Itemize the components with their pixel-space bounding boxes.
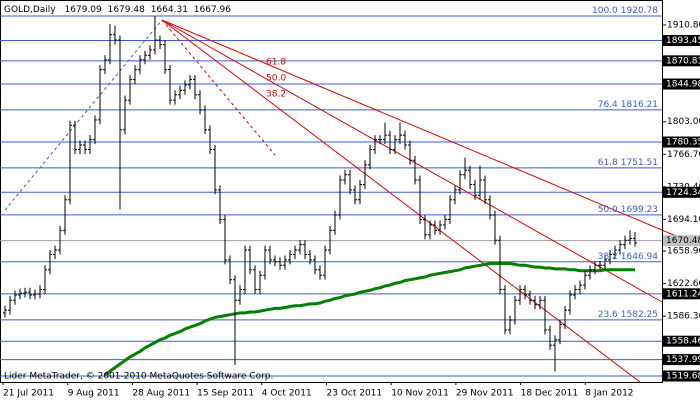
trend-line [161, 19, 700, 247]
x-tick-label: 9 Aug 2011 [68, 389, 120, 399]
x-tick-label: 8 Jan 2012 [585, 389, 633, 399]
chart-title: GOLD,Daily 1679.09 1679.48 1664.31 1667.… [4, 5, 231, 15]
fib-level: 23.6 [598, 309, 618, 319]
plot-frame [0, 0, 663, 383]
level-lines [0, 15, 662, 377]
level-label: 1519.68 [666, 372, 700, 382]
level-label: 1611.24 [666, 289, 700, 299]
y-tick-label: 1803.00 [667, 117, 700, 127]
fib-price: 1582.25 [621, 309, 658, 319]
y-tick-label: 1658.90 [667, 247, 700, 257]
header-low: 1664.31 [151, 5, 188, 15]
x-tick-label: 18 Dec 2011 [521, 389, 579, 399]
plot [3, 15, 637, 377]
fib-level: 61.8 [598, 157, 618, 167]
fib-label: 61.8 1751.51 [598, 157, 658, 167]
fan-label: 61.8 [266, 58, 286, 68]
fib-price: 1699.23 [621, 204, 658, 214]
level-tag [663, 370, 700, 382]
fib-label: 23.6 1582.25 [598, 309, 658, 319]
fib-price: 1816.21 [621, 99, 658, 109]
fan-label: 38.2 [266, 90, 286, 100]
level-label: 1870.83 [666, 56, 700, 66]
level-label: 1844.98 [666, 80, 700, 90]
trend-line [161, 19, 663, 303]
fib-label: 76.4 1816.21 [598, 99, 658, 109]
header-open: 1679.09 [65, 5, 102, 15]
symbol: GOLD,Daily [4, 5, 56, 15]
level-tag [663, 335, 700, 347]
current-price-tag [663, 235, 700, 247]
x-tick-label: 29 Nov 2011 [456, 389, 514, 399]
moving-average [104, 262, 635, 377]
y-tick-label: 1910.80 [667, 20, 700, 30]
fib-level: 100.0 [592, 5, 618, 15]
level-tag [663, 354, 700, 366]
y-tick-label: 1622.60 [667, 279, 700, 289]
x-tick-label: 10 Nov 2011 [391, 389, 449, 399]
x-tick-label: 23 Oct 2011 [327, 389, 383, 399]
level-label: 1537.99 [666, 355, 700, 365]
level-tag [663, 55, 700, 67]
x-tick-label: 4 Oct 2011 [262, 389, 312, 399]
fib-label: 100.0 1920.78 [592, 5, 658, 15]
level-tag [663, 288, 700, 300]
fib-price: 1751.51 [621, 157, 658, 167]
fib-label: 50.0 1699.23 [598, 204, 658, 214]
footer: Lider MetaTrader, © 2001-2010 MetaQuotes… [4, 372, 273, 382]
level-tag [663, 136, 700, 148]
level-label: 1558.46 [666, 337, 700, 347]
fib-level: 38.2 [598, 251, 618, 261]
level-tag [663, 186, 700, 198]
level-tag [663, 78, 700, 90]
header-close: 1667.96 [194, 5, 231, 15]
current-price-label: 1670.48 [666, 236, 700, 246]
level-label: 1724.34 [666, 188, 700, 198]
header-high: 1679.48 [108, 5, 145, 15]
x-tick-label: 21 Jul 2011 [3, 389, 54, 399]
y-tick-label: 1766.70 [667, 150, 700, 160]
y-tick-label: 1694.10 [667, 215, 700, 225]
y-tick-label: 1586.30 [667, 312, 700, 322]
fib-level: 76.4 [598, 99, 618, 109]
fan-label: 50.0 [266, 74, 286, 84]
fib-label: 38.2 1646.94 [598, 251, 659, 261]
fib-price: 1920.78 [621, 5, 658, 15]
fib-level: 50.0 [598, 204, 618, 214]
level-label: 1893.45 [666, 36, 700, 46]
fan-line [161, 19, 276, 156]
level-label: 1780.35 [666, 138, 700, 148]
labels: 1910.801803.001766.701730.401694.101658.… [2, 5, 700, 399]
level-tag [663, 35, 700, 47]
x-tick-label: 15 Sep 2011 [197, 389, 254, 399]
fib-base-line [4, 19, 163, 211]
x-tick-label: 28 Aug 2011 [132, 389, 190, 399]
fib-price: 1646.94 [621, 251, 658, 261]
